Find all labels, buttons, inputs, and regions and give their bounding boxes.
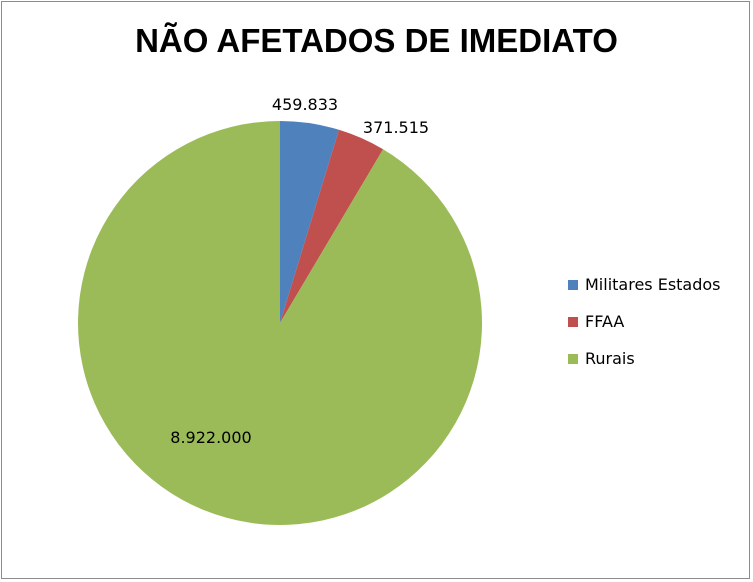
pie-slice-rurais <box>78 121 483 525</box>
data-label-rurais: 8.922.000 <box>170 428 251 447</box>
legend-label: Rurais <box>585 349 635 368</box>
pie-slice-militares-estados <box>280 121 339 323</box>
pie-slice-ffaa <box>280 129 384 323</box>
legend-swatch <box>568 317 578 327</box>
chart-legend: Militares Estados FFAA Rurais <box>568 274 721 385</box>
legend-swatch <box>568 280 578 290</box>
chart-title: NÃO AFETADOS DE IMEDIATO <box>135 22 618 59</box>
data-label-ffaa: 371.515 <box>363 118 429 137</box>
legend-label: FFAA <box>585 312 625 331</box>
legend-item-ffaa: FFAA <box>568 311 721 348</box>
legend-item-rurais: Rurais <box>568 348 721 385</box>
data-label-militares-estados: 459.833 <box>272 95 338 114</box>
legend-swatch <box>568 354 578 364</box>
legend-label: Militares Estados <box>585 275 721 294</box>
legend-item-militares-estados: Militares Estados <box>568 274 721 311</box>
